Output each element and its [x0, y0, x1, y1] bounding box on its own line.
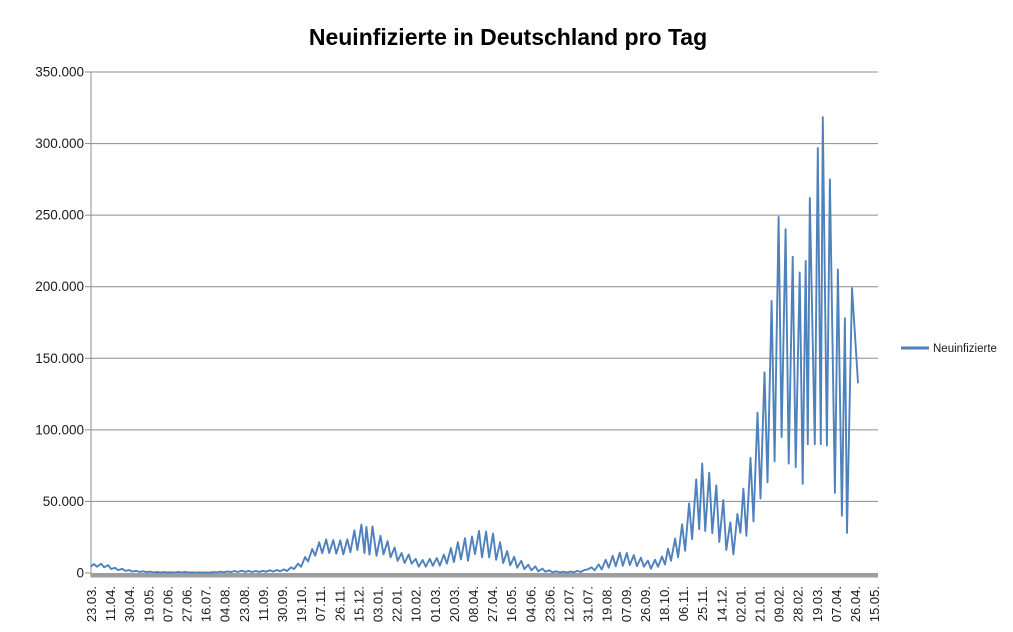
- y-axis: 0 50.000 100.000 150.000 200.000 250.000 300.0…: [35, 65, 92, 581]
- x-tick-label: 19.03.: [810, 586, 825, 622]
- x-tick-label: 27.04.: [485, 586, 500, 622]
- x-tick-label: 04.08.: [218, 586, 233, 622]
- x-tick-label: 11.09.: [256, 586, 271, 621]
- gridlines: [91, 71, 878, 502]
- x-tick-label: 19.10.: [294, 586, 309, 622]
- x-tick-label: 31.07.: [581, 586, 596, 622]
- x-tick-label: 30.09.: [275, 586, 290, 622]
- x-tick-label: 11.04.: [103, 586, 118, 621]
- x-tick-label: 19.05.: [141, 586, 156, 622]
- x-tick-label: 26.09.: [638, 586, 653, 622]
- x-tick-label: 16.07.: [199, 586, 214, 622]
- x-tick-label: 03.01.: [371, 586, 386, 622]
- x-tick-label: 02.01.: [733, 586, 748, 622]
- y-tick-label: 200.000: [35, 279, 84, 294]
- y-tick-label: 350.000: [35, 65, 84, 80]
- x-tick-label: 21.01.: [753, 586, 768, 622]
- x-tick-label: 15.12.: [351, 586, 366, 622]
- x-tick-label: 23.08.: [237, 586, 252, 622]
- y-tick-label: 100.000: [35, 422, 84, 437]
- x-tick-label: 22.01.: [390, 586, 405, 622]
- series-line-neuinfizierte: [90, 116, 859, 574]
- x-tick-label: 27.06.: [180, 586, 195, 622]
- x-tick-label: 15.05.: [867, 586, 882, 622]
- x-tick-label: 04.06.: [523, 586, 538, 622]
- y-tick-label: 50.000: [43, 494, 84, 509]
- x-tick-label: 26.04.: [848, 586, 863, 622]
- x-tick-label: 20.03.: [447, 586, 462, 622]
- x-tick-label: 19.08.: [600, 586, 615, 622]
- x-tick-label: 07.11.: [313, 586, 328, 621]
- x-tick-label: 12.07.: [562, 586, 577, 622]
- x-tick-label: 28.02.: [791, 586, 806, 622]
- x-tick-label: 08.04.: [466, 586, 481, 622]
- x-tick-label: 23.06.: [542, 586, 557, 622]
- y-tick-label: 150.000: [35, 351, 84, 366]
- chart-title: Neuinfizierte in Deutschland pro Tag: [309, 24, 707, 50]
- y-tick-label: 0: [76, 566, 84, 581]
- x-tick-label: 14.12.: [714, 586, 729, 622]
- y-tick-label: 250.000: [35, 208, 84, 223]
- x-tick-label: 25.11.: [695, 586, 710, 621]
- x-tick-label: 18.10.: [657, 586, 672, 622]
- x-axis: 23.03. 11.04. 30.04. 19.05. 07.06. 27.06. 16.0…: [84, 573, 882, 622]
- x-tick-label: 23.03.: [84, 586, 99, 622]
- legend-label: Neuinfizierte: [933, 343, 997, 355]
- x-tick-label: 07.09.: [619, 586, 634, 622]
- x-tick-label: 16.05.: [504, 586, 519, 622]
- x-tick-label: 07.06.: [160, 586, 175, 622]
- y-tick-label: 300.000: [35, 136, 84, 151]
- x-axis-line: [91, 573, 878, 578]
- x-tick-label: 09.02.: [772, 586, 787, 622]
- x-tick-label: 10.02.: [409, 586, 424, 622]
- x-tick-label: 07.04.: [829, 586, 844, 622]
- x-tick-label: 06.11.: [676, 586, 691, 621]
- legend: Neuinfizierte: [901, 343, 997, 355]
- x-tick-label: 30.04.: [122, 586, 137, 622]
- x-tick-label: 01.03.: [428, 586, 443, 622]
- x-tick-label: 26.11.: [332, 586, 347, 621]
